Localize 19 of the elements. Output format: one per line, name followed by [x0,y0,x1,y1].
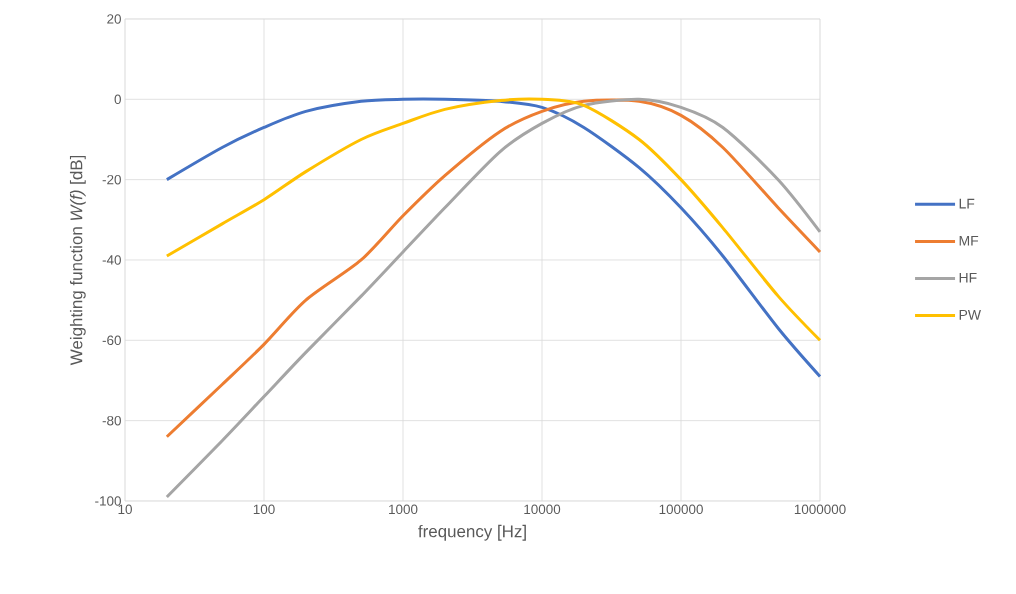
legend-label: HF [959,272,977,283]
y-tick-label: -20 [102,174,121,185]
y-tick-label: -40 [102,255,121,265]
x-tick-label: 100000 [659,504,703,515]
y-tick-label: -100 [95,496,121,506]
x-tick-label: 10 [118,504,132,515]
x-tick-label: 10000 [524,504,561,515]
x-axis-title: frequency [Hz] [418,524,526,541]
y-tick-label: -80 [102,415,121,426]
x-tick-label: 1000000 [794,504,846,515]
x-tick-label: 100 [253,504,275,515]
y-tick-label: 0 [114,94,121,105]
legend-label: PW [959,310,981,320]
y-axis-title: Weighting function W(f) [dB] [69,155,86,366]
legend-label: LF [959,198,975,209]
legend-label: MF [959,235,979,246]
y-tick-label: 20 [107,14,121,24]
x-tick-label: 1000 [389,504,418,515]
y-tick-label: -60 [102,335,121,346]
